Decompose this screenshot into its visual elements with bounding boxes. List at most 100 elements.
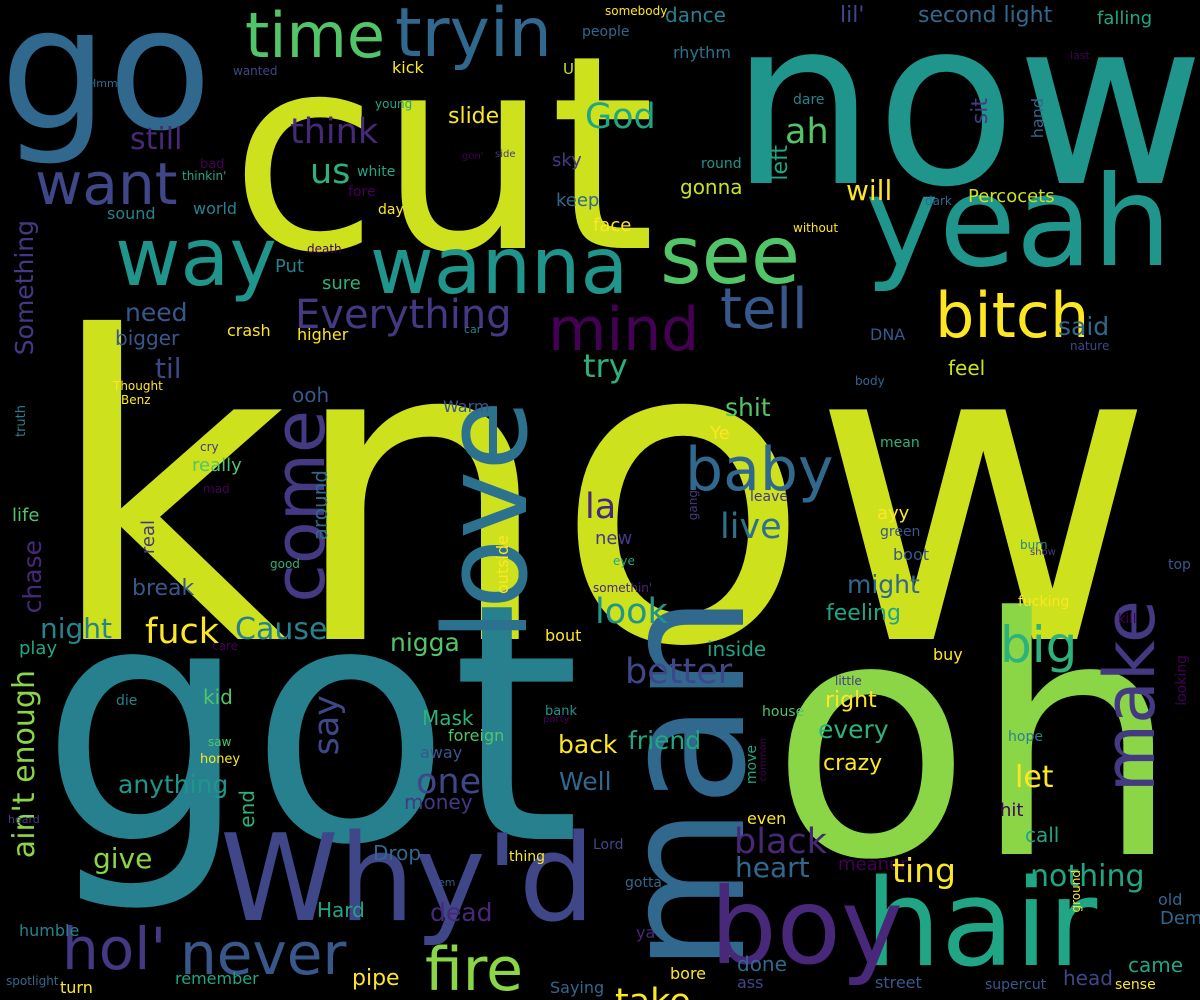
word: feeling — [826, 601, 901, 626]
word: top — [1168, 557, 1191, 573]
word: Hmm — [88, 77, 118, 90]
word: burn — [1020, 538, 1048, 552]
word: life — [12, 505, 40, 526]
word: Lord — [593, 837, 624, 853]
word: outside — [493, 535, 512, 594]
word: meaner — [838, 854, 908, 875]
word: sound — [107, 204, 156, 223]
word: nature — [1070, 339, 1110, 353]
word: heard — [8, 813, 40, 826]
word: people — [582, 24, 630, 40]
word: right — [825, 688, 877, 713]
word: nigga — [390, 628, 460, 657]
word: side — [495, 149, 516, 160]
word: crash — [227, 321, 271, 340]
word: Ye — [710, 423, 730, 444]
word: better — [625, 652, 733, 692]
word: head — [1063, 966, 1113, 990]
word: wanna — [370, 222, 629, 312]
word: turn — [60, 978, 93, 997]
word: em — [438, 876, 456, 889]
word: bigger — [115, 326, 180, 350]
word: mean — [880, 435, 920, 451]
word: God — [585, 97, 656, 137]
word: Why'd — [220, 810, 595, 949]
word: crazy — [823, 751, 883, 776]
word: hair — [865, 855, 1098, 994]
word: live — [720, 507, 782, 547]
word: falling — [1097, 8, 1153, 29]
word: bad — [200, 157, 225, 172]
word: remember — [175, 969, 259, 988]
word: DNA — [870, 325, 906, 344]
word: left — [768, 145, 793, 181]
word: second light — [918, 3, 1053, 28]
word: til — [155, 352, 182, 385]
word: leave — [750, 489, 788, 505]
word: kill — [1118, 612, 1137, 627]
word: look — [595, 592, 668, 632]
word: yeah — [865, 150, 1172, 295]
word: mind — [548, 295, 700, 365]
word: never — [180, 920, 347, 988]
word: ya — [636, 923, 656, 942]
word: Mask — [422, 706, 474, 730]
word: lil' — [840, 3, 865, 28]
word: love — [420, 400, 554, 642]
word: looking — [1174, 655, 1190, 706]
word: Uh — [563, 60, 584, 78]
word: buy — [933, 645, 963, 664]
word: dance — [665, 3, 726, 27]
word: common — [758, 738, 769, 782]
word: nothing — [1030, 859, 1145, 894]
word: gang — [686, 490, 700, 521]
word: white — [357, 164, 396, 180]
word: gon' — [462, 151, 484, 162]
word: sure — [322, 273, 361, 294]
word: green — [880, 524, 921, 540]
word: car — [464, 323, 482, 336]
word: tell — [720, 277, 808, 342]
word: party — [543, 714, 570, 725]
word: higher — [297, 325, 349, 344]
word: baby — [685, 435, 834, 505]
word: really — [192, 455, 242, 476]
word: cut — [230, 0, 656, 312]
word: go — [0, 0, 212, 169]
word: ting — [892, 851, 956, 890]
word: Cause — [235, 612, 328, 647]
word: humble — [19, 921, 80, 940]
word: dare — [793, 92, 825, 108]
word: hit — [1000, 800, 1024, 821]
word: move — [744, 745, 760, 785]
word: Well — [559, 767, 612, 796]
word: death — [307, 242, 342, 256]
word: fuck — [145, 612, 220, 652]
word: keep — [556, 190, 600, 211]
word: dead — [430, 898, 493, 927]
word: round — [701, 156, 742, 172]
word: one — [416, 762, 482, 802]
word: night — [40, 612, 113, 645]
word: fore — [348, 184, 376, 200]
word: slide — [448, 104, 500, 129]
word: truth — [14, 405, 29, 438]
word: anything — [118, 770, 229, 799]
word: ain't enough — [7, 670, 42, 859]
word: will — [846, 174, 893, 207]
word: ah — [785, 112, 829, 152]
word: hope — [1008, 729, 1043, 745]
word: ooh — [292, 383, 330, 407]
word: supercut — [985, 977, 1047, 993]
word: ass — [737, 973, 764, 992]
word: take — [615, 985, 691, 1000]
word: saw — [208, 735, 232, 749]
word: done — [737, 952, 787, 976]
word: Everything — [295, 292, 512, 338]
word: die — [116, 693, 138, 709]
word: kid — [203, 685, 233, 709]
word: give — [93, 842, 153, 875]
word: mad — [203, 482, 230, 496]
word: kick — [392, 58, 424, 77]
word: Hard — [317, 898, 365, 922]
